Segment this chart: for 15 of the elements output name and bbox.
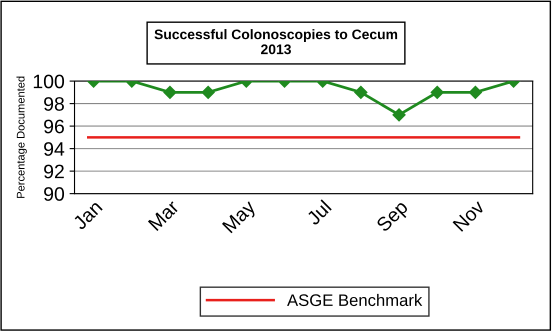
chart-title: Successful Colonoscopies to Cecum 2013 <box>154 29 398 54</box>
y-tick-label: 96 <box>44 120 64 134</box>
x-tick-label: Jan <box>72 200 103 231</box>
y-tick-label: 92 <box>44 164 64 178</box>
x-tick-label: Nov <box>452 199 486 232</box>
x-tick-label: May <box>222 199 260 236</box>
y-tick-label: 94 <box>44 142 64 156</box>
y-tick-label: 90 <box>44 187 64 201</box>
y-tick-label: 100 <box>34 74 64 88</box>
x-tick-label: Mar <box>148 199 180 232</box>
y-tick-label: 98 <box>44 97 64 111</box>
y-axis-title: Percentage Documented <box>16 76 27 198</box>
x-tick-label: Sep <box>376 199 412 236</box>
x-tick-label: Jul <box>305 199 332 226</box>
legend-label: ASGE Benchmark <box>287 294 422 306</box>
